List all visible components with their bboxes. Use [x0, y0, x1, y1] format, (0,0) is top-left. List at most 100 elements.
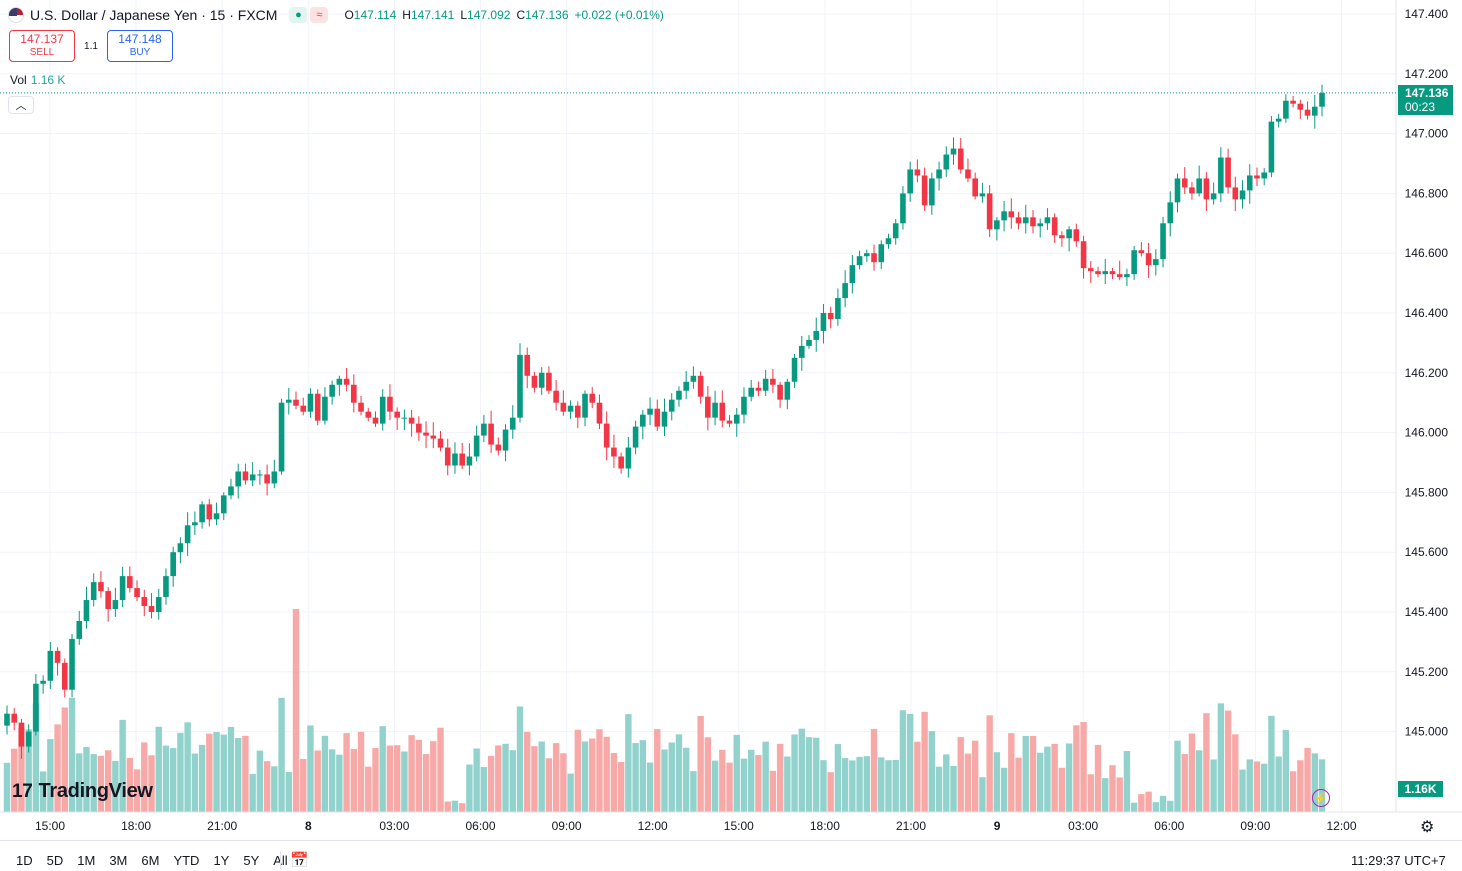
candlestick-chart[interactable]: 147.400 147.200 147.000 146.800 146.600 146.4… [0, 0, 1462, 840]
candle-body [192, 522, 198, 526]
range-6m[interactable]: 6M [141, 853, 160, 868]
volume-bar [256, 750, 264, 812]
candle-body [213, 513, 220, 520]
volume-legend[interactable]: Vol 1.16 K [10, 73, 66, 87]
candle-body [1109, 271, 1116, 275]
volume-bar [1065, 743, 1073, 812]
volume-bar [1000, 767, 1008, 812]
calendar-icon[interactable]: 📅 [290, 852, 309, 869]
time-tick-label: 12:00 [638, 819, 668, 833]
volume-bar [921, 711, 928, 812]
candle-body [560, 402, 567, 412]
range-1m[interactable]: 1M [77, 853, 96, 868]
price-tick-label: 147.200 [1405, 67, 1449, 81]
time-tick-label: 06:00 [1154, 819, 1184, 833]
volume-bar [76, 753, 83, 812]
candle-body [546, 372, 552, 391]
candle-body [596, 402, 603, 424]
collapse-legend-button[interactable]: ︿ [8, 96, 34, 114]
range-5d[interactable]: 5D [46, 853, 64, 868]
range-ytd[interactable]: YTD [173, 853, 200, 868]
price-axis[interactable]: 147.400 147.200 147.000 146.800 146.600 146.4… [1405, 7, 1449, 739]
volume-bar [950, 765, 957, 812]
candle-body [127, 576, 133, 589]
candle-body [1131, 250, 1137, 275]
candle-body [278, 402, 285, 472]
market-open-dot-icon[interactable]: ● [289, 7, 308, 23]
volume-bar [639, 740, 647, 812]
time-axis[interactable]: 15:00 18:00 21:00 8 03:00 06:00 09:00 12:00 15:0… [35, 819, 1357, 833]
volume-bar [365, 766, 372, 812]
price-tick-label: 146.200 [1405, 366, 1449, 380]
candle-body [748, 387, 755, 397]
candle-body [538, 372, 545, 388]
time-tick-label: 21:00 [896, 819, 926, 833]
candle-body [314, 393, 321, 421]
candle-body [871, 253, 877, 263]
candle-body [1210, 193, 1217, 200]
volume-bar [820, 760, 827, 812]
volume-bar [878, 757, 885, 812]
volume-bar [112, 760, 119, 812]
volume-bar [870, 729, 878, 812]
range-1y[interactable]: 1Y [213, 853, 230, 868]
range-5y[interactable]: 5Y [243, 853, 260, 868]
time-tick-label: 15:00 [35, 819, 65, 833]
candle-body [307, 393, 314, 412]
candle-body [697, 375, 704, 397]
sell-button[interactable]: 147.137 SELL [9, 30, 75, 62]
volume-bar [885, 760, 892, 812]
candle-body [632, 426, 639, 448]
volume-bar [430, 741, 437, 812]
candle-body [1167, 202, 1174, 224]
range-3m[interactable]: 3M [109, 853, 128, 868]
volume-bar [1268, 715, 1275, 812]
range-selector: 1D5D1M3M6MYTD1Y5YAll [16, 853, 288, 868]
volume-bar [278, 697, 285, 812]
volume-bar [531, 746, 538, 812]
candle-body [835, 298, 841, 319]
candle-body [936, 169, 942, 179]
candle-body [813, 330, 820, 340]
volume-bar [892, 759, 899, 812]
ohlc-values: O147.114 H147.141 L147.092 C147.136 +0.0… [344, 8, 664, 22]
change-value: +0.022 (+0.01%) [574, 8, 664, 22]
candle-body [1283, 100, 1289, 119]
candle-body [401, 417, 408, 419]
volume-bar [148, 755, 155, 812]
candle-body [1239, 190, 1246, 200]
volume-bar [242, 735, 249, 812]
candle-body [47, 650, 54, 681]
candle-body [459, 453, 465, 466]
volume-bar [813, 737, 820, 812]
wave-icon[interactable]: ≈ [310, 7, 329, 23]
volume-bar [466, 764, 473, 812]
candle-body [943, 154, 950, 170]
buy-button[interactable]: 147.148 BUY [107, 30, 173, 62]
clock[interactable]: 11:29:37 UTC+7 [1351, 853, 1446, 868]
candle-body [394, 411, 400, 418]
volume-bar [827, 772, 834, 812]
gear-icon[interactable]: ⚙ [1420, 819, 1435, 836]
candle-body [712, 402, 718, 418]
volume-bar [357, 731, 365, 812]
volume-bar [1174, 740, 1181, 812]
volume-bar [993, 752, 1001, 812]
range-1d[interactable]: 1D [16, 853, 33, 868]
volume-bar [1224, 710, 1232, 812]
candle-body [864, 253, 870, 257]
candle-body [1196, 178, 1202, 194]
volume-bar [596, 729, 603, 812]
volume-bar [191, 753, 199, 812]
lightning-icon[interactable]: ⚡ [1312, 789, 1330, 807]
volume-bar [509, 750, 516, 812]
volume-bar [1253, 761, 1261, 812]
volume-bar [1022, 735, 1029, 812]
candle-body [336, 378, 343, 385]
symbol-title[interactable]: U.S. Dollar / Japanese Yen · 15 · FXCM [30, 7, 278, 23]
price-tick-label: 145.600 [1405, 545, 1449, 559]
candle-body [574, 405, 581, 418]
candle-body [488, 423, 494, 445]
bottom-toolbar: 1D5D1M3M6MYTD1Y5YAll 📅 11:29:37 UTC+7 [0, 840, 1462, 871]
tradingview-logo[interactable]: 17 TradingView [12, 780, 153, 802]
